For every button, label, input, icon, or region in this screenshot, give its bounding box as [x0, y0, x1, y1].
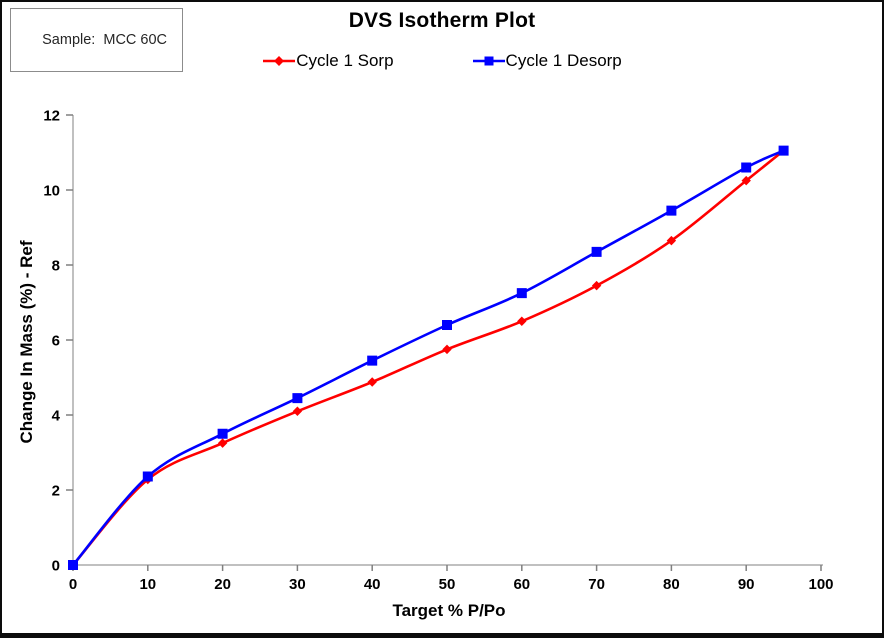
data-point-sorp[interactable] [741, 175, 751, 186]
data-point-desorp[interactable] [741, 162, 752, 173]
sorp-line-marker-icon [263, 56, 296, 66]
data-point-sorp[interactable] [442, 344, 452, 355]
data-point-desorp[interactable] [442, 320, 452, 330]
y-tick-label: 12 [43, 108, 60, 125]
y-tick-label: 2 [52, 483, 60, 500]
data-point-desorp[interactable] [778, 145, 789, 156]
data-point-sorp[interactable] [292, 406, 303, 416]
x-tick-label: 40 [364, 576, 381, 593]
data-point-desorp[interactable] [68, 560, 78, 570]
data-point-sorp[interactable] [367, 377, 377, 387]
x-tick-label: 100 [808, 576, 833, 593]
series-curve-sorp [71, 149, 785, 567]
x-tick-label: 60 [513, 576, 530, 593]
legend-item-desorp[interactable]: Cycle 1 Desorp [472, 51, 622, 71]
chart-title: DVS Isotherm Plot [348, 9, 536, 32]
data-point-desorp[interactable] [142, 471, 153, 482]
x-tick-label: 30 [289, 576, 306, 593]
y-tick-label: 6 [52, 333, 60, 350]
data-point-sorp[interactable] [666, 235, 677, 246]
legend-label-desorp: Cycle 1 Desorp [505, 51, 622, 70]
x-tick-label: 70 [588, 576, 605, 593]
y-tick-label: 0 [52, 558, 60, 575]
x-tick-label: 80 [663, 576, 680, 593]
legend-label-sorp: Cycle 1 Sorp [296, 51, 394, 70]
x-tick-label: 50 [439, 576, 456, 593]
data-point-desorp[interactable] [292, 393, 303, 404]
y-tick-label: 4 [52, 408, 61, 425]
x-tick-label: 10 [139, 576, 156, 593]
data-point-desorp[interactable] [591, 246, 602, 257]
x-axis-title: Target % P/Po [392, 601, 506, 620]
data-point-desorp[interactable] [367, 355, 378, 366]
desorp-line-marker-icon [472, 56, 505, 66]
data-point-desorp[interactable] [516, 288, 527, 299]
data-point-sorp[interactable] [591, 280, 602, 291]
x-tick-label: 0 [69, 576, 77, 593]
x-tick-label: 90 [738, 576, 755, 593]
sample-label: Sample: MCC 60C [42, 32, 168, 48]
data-point-sorp[interactable] [217, 438, 228, 448]
x-tick-label: 20 [214, 576, 231, 593]
y-tick-label: 8 [52, 258, 60, 275]
sample-label-box: Sample: MCC 60C [10, 8, 184, 72]
y-tick-label: 10 [43, 183, 60, 200]
data-point-desorp[interactable] [217, 428, 228, 439]
data-point-desorp[interactable] [666, 205, 677, 216]
legend: Cycle 1 Sorp Cycle 1 Desorp [2, 51, 882, 71]
legend-item-sorp[interactable]: Cycle 1 Sorp [262, 51, 394, 71]
data-point-sorp[interactable] [517, 316, 527, 326]
